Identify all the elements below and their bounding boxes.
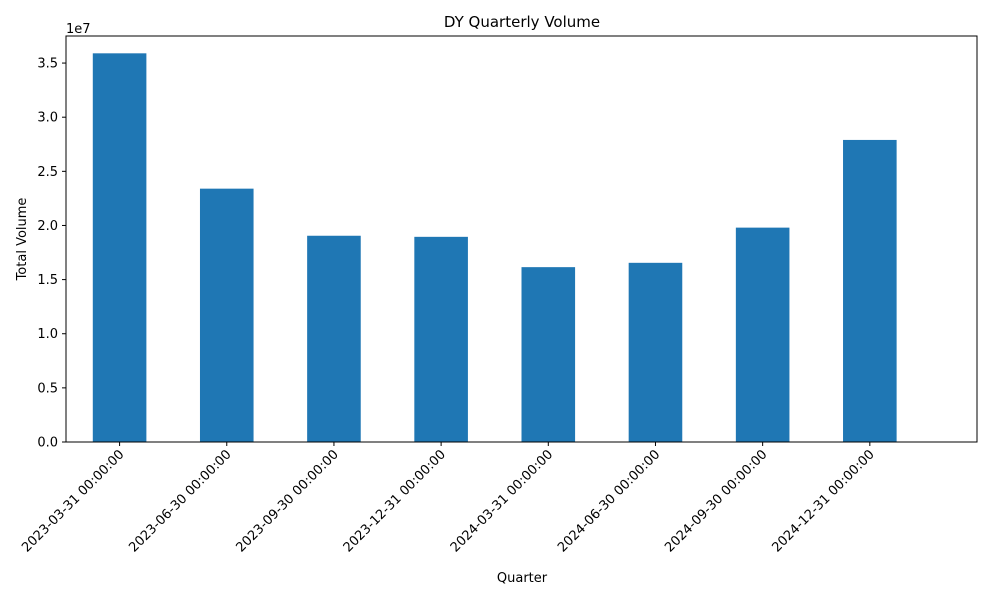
y-tick-label: 0.5	[37, 381, 58, 396]
x-tick-label: 2024-03-31 00:00:00	[448, 447, 556, 555]
x-tick-label: 2023-06-30 00:00:00	[126, 447, 234, 555]
bar-3	[414, 236, 468, 442]
bar-2	[307, 235, 361, 442]
y-axis-label: Total Volume	[15, 198, 30, 282]
y-tick-label: 3.5	[37, 57, 58, 72]
bar-5	[628, 262, 683, 442]
y-tick-label: 3.0	[37, 111, 58, 126]
x-tick-label: 2024-06-30 00:00:00	[555, 447, 663, 555]
y-tick-label: 2.0	[37, 219, 58, 234]
y-axis-ticks: 0.0 0.5 1.0 1.5 2.0 2.5 3.0 3.5	[37, 57, 66, 451]
y-tick-label: 2.5	[37, 165, 58, 180]
plot-frame	[65, 35, 978, 443]
bar-7	[843, 139, 897, 442]
x-tick-label: 2023-03-31 00:00:00	[19, 447, 127, 555]
x-tick-label: 2024-09-30 00:00:00	[662, 447, 770, 555]
x-axis-label: Quarter	[497, 571, 548, 586]
y-tick-label: 1.5	[37, 273, 58, 288]
x-tick-label: 2024-12-31 00:00:00	[769, 447, 877, 555]
bar-0	[92, 53, 147, 443]
bar-6	[735, 227, 790, 442]
y-tick-label: 0.0	[37, 436, 58, 451]
x-tick-label: 2023-09-30 00:00:00	[234, 447, 342, 555]
x-tick-label: 2023-12-31 00:00:00	[341, 447, 449, 555]
chart-title: DY Quarterly Volume	[444, 13, 600, 31]
y-offset-label: 1e7	[66, 22, 91, 37]
bar-4	[521, 267, 576, 442]
bars-group	[92, 53, 897, 443]
y-tick-label: 1.0	[37, 327, 58, 342]
bar-1	[199, 188, 254, 442]
